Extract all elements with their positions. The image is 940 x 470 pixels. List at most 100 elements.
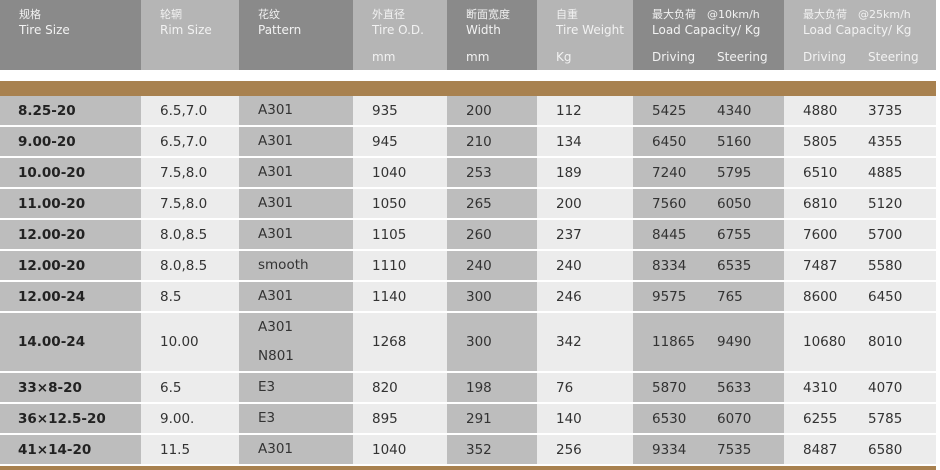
- header-cn: 最大负荷 @10km/h: [652, 8, 760, 21]
- column-header: 最大负荷 @10km/h Load Capacity/ Kg Driving Stee…: [633, 0, 784, 70]
- pattern-value: A301: [258, 164, 294, 180]
- pattern: smooth: [239, 250, 353, 282]
- steering-25: 5120: [868, 195, 903, 212]
- rim-size: 8.5: [141, 281, 239, 313]
- pattern: A301: [239, 188, 353, 220]
- steering-25: 5580: [868, 257, 903, 274]
- header-cn: 规格: [19, 8, 41, 21]
- load-10kmh: 5870 5633: [633, 372, 784, 404]
- driving-10: 5870: [652, 379, 687, 396]
- tire-od: 1040: [353, 157, 447, 189]
- table-row: 41×14-20 11.5 A301 1040 352 256 9334 7535…: [0, 434, 936, 466]
- header-unit: mm: [466, 50, 490, 64]
- header-cn: 断面宽度: [466, 8, 510, 21]
- header-cn: 最大负荷 @25km/h: [803, 8, 911, 21]
- steering-10: 5633: [717, 379, 752, 396]
- steering-10: 5160: [717, 133, 752, 150]
- load-25kmh: 6510 4885: [784, 157, 936, 189]
- driving-25: 4310: [803, 379, 838, 396]
- steering-25: 6450: [868, 288, 903, 305]
- load-25kmh: 6255 5785: [784, 403, 936, 435]
- load-25kmh: 6810 5120: [784, 188, 936, 220]
- steering-25: 4070: [868, 379, 903, 396]
- load-25kmh: 7600 5700: [784, 219, 936, 251]
- pattern-value: smooth: [258, 257, 309, 273]
- accent-band: [0, 81, 936, 96]
- header-unit-steering: Steering: [717, 50, 768, 64]
- width: 210: [447, 126, 537, 158]
- tire-size: 10.00-20: [0, 157, 141, 189]
- rim-size: 7.5,8.0: [141, 188, 239, 220]
- load-10kmh: 9334 7535: [633, 434, 784, 466]
- width: 265: [447, 188, 537, 220]
- rim-size: 8.0,8.5: [141, 219, 239, 251]
- pattern-value: E3: [258, 379, 276, 395]
- table-row: 8.25-20 6.5,7.0 A301 935 200 112 5425 434…: [0, 96, 936, 127]
- header-en: Tire O.D.: [372, 23, 424, 37]
- steering-25: 4355: [868, 133, 903, 150]
- tire-weight: 200: [537, 188, 633, 220]
- load-25kmh: 7487 5580: [784, 250, 936, 282]
- load-25kmh: 4310 4070: [784, 372, 936, 404]
- width: 291: [447, 403, 537, 435]
- driving-10: 9575: [652, 288, 687, 305]
- header-en: Load Capacity/ Kg: [652, 23, 761, 37]
- tire-weight: 189: [537, 157, 633, 189]
- table-row: 10.00-20 7.5,8.0 A301 1040 253 189 7240 5…: [0, 157, 936, 189]
- column-header: 轮辋 Rim Size: [141, 0, 239, 70]
- tire-weight: 140: [537, 403, 633, 435]
- tire-size: 9.00-20: [0, 126, 141, 158]
- rim-size: 6.5,7.0: [141, 96, 239, 127]
- accent-bottom-band: [0, 466, 936, 470]
- width: 300: [447, 281, 537, 313]
- load-10kmh: 5425 4340: [633, 96, 784, 127]
- tire-od: 1050: [353, 188, 447, 220]
- table-row: 9.00-20 6.5,7.0 A301 945 210 134 6450 516…: [0, 126, 936, 158]
- header-unit: mm: [372, 50, 396, 64]
- pattern-value: A301: [258, 319, 294, 335]
- column-header: 自重 Tire Weight Kg: [537, 0, 633, 70]
- rim-size: 6.5,7.0: [141, 126, 239, 158]
- width: 198: [447, 372, 537, 404]
- tire-weight: 237: [537, 219, 633, 251]
- pattern-value: N801: [258, 348, 294, 364]
- driving-10: 6450: [652, 133, 687, 150]
- header-cn: 自重: [556, 8, 578, 21]
- load-25kmh: 8600 6450: [784, 281, 936, 313]
- tire-size: 12.00-20: [0, 250, 141, 282]
- pattern-value: A301: [258, 226, 294, 242]
- driving-25: 6510: [803, 164, 838, 181]
- driving-25: 4880: [803, 102, 838, 119]
- steering-25: 8010: [868, 334, 903, 350]
- table-row: 12.00-20 8.0,8.5 smooth 1110 240 240 833…: [0, 250, 936, 282]
- load-10kmh: 6450 5160: [633, 126, 784, 158]
- load-25kmh: 5805 4355: [784, 126, 936, 158]
- steering-10: 4340: [717, 102, 752, 119]
- tire-weight: 112: [537, 96, 633, 127]
- column-header: 外直径 Tire O.D. mm: [353, 0, 447, 70]
- width: 300: [447, 312, 537, 373]
- steering-10: 765: [717, 288, 743, 305]
- tire-size: 41×14-20: [0, 434, 141, 466]
- header-unit: Driving: [803, 50, 847, 64]
- header-unit: Kg: [556, 50, 572, 64]
- pattern: A301: [239, 96, 353, 127]
- tire-weight: 240: [537, 250, 633, 282]
- load-10kmh: 11865 9490: [633, 312, 784, 373]
- driving-10: 7560: [652, 195, 687, 212]
- pattern-value: A301: [258, 441, 294, 457]
- tire-od: 1110: [353, 250, 447, 282]
- width: 253: [447, 157, 537, 189]
- table-row: 11.00-20 7.5,8.0 A301 1050 265 200 7560 6…: [0, 188, 936, 220]
- steering-25: 3735: [868, 102, 903, 119]
- driving-25: 10680: [803, 334, 846, 350]
- tire-od: 1140: [353, 281, 447, 313]
- pattern-value: A301: [258, 133, 294, 149]
- driving-10: 7240: [652, 164, 687, 181]
- pattern-value: E3: [258, 410, 276, 426]
- tire-weight: 134: [537, 126, 633, 158]
- rim-size: 6.5: [141, 372, 239, 404]
- table-row: 12.00-24 8.5 A301 1140 300 246 9575 765 8…: [0, 281, 936, 313]
- width: 260: [447, 219, 537, 251]
